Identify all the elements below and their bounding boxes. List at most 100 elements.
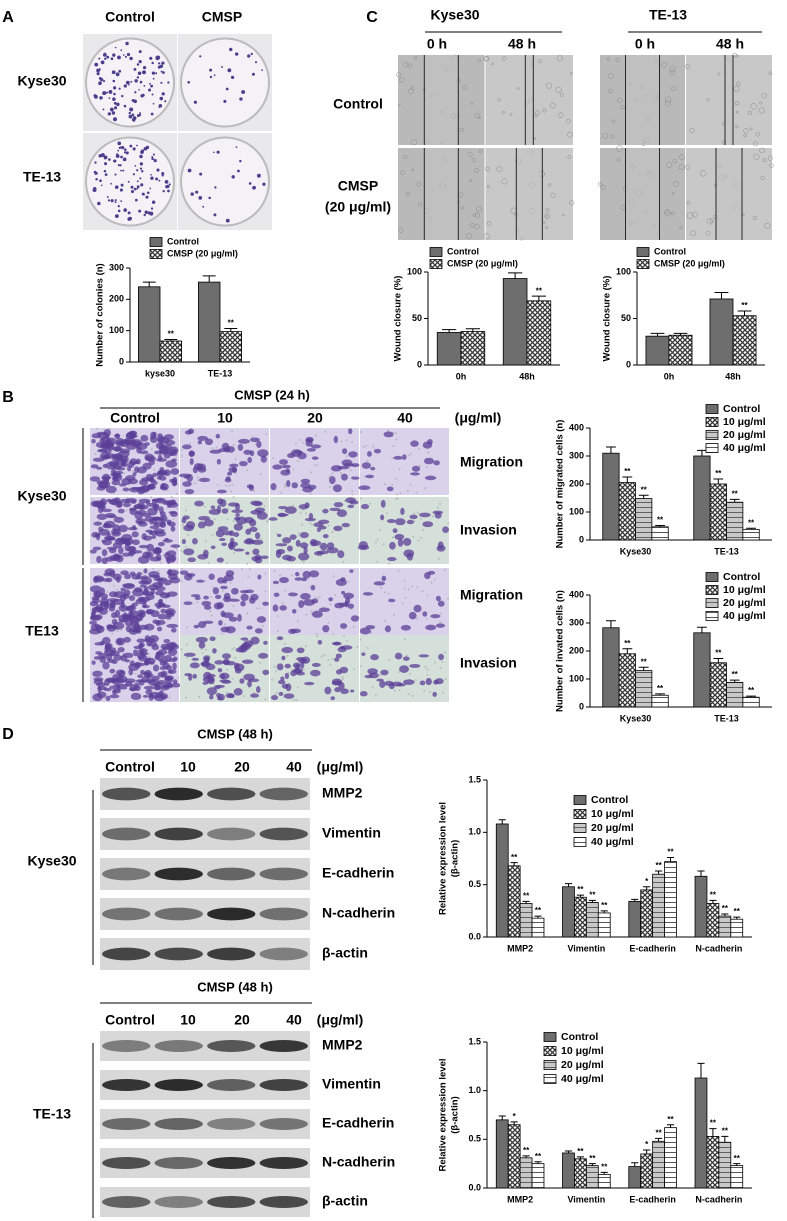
- pore: [314, 596, 317, 599]
- texture: [502, 110, 505, 114]
- texture: [752, 216, 757, 221]
- pore: [411, 585, 414, 588]
- cell: [252, 501, 263, 507]
- cell: [138, 505, 145, 511]
- cell: [245, 528, 252, 535]
- texture: [562, 213, 565, 217]
- dish: [180, 37, 270, 128]
- significance: *: [645, 1140, 649, 1149]
- colony: [100, 60, 105, 65]
- colony: [132, 147, 136, 151]
- pore: [296, 459, 299, 462]
- bar: [618, 653, 636, 708]
- colony: [209, 68, 213, 72]
- bar: [137, 286, 161, 363]
- panel-label: C: [366, 9, 378, 26]
- colony: [106, 195, 109, 198]
- colony: [141, 149, 145, 153]
- cell: [132, 539, 140, 546]
- cell: [179, 570, 189, 575]
- colony: [100, 153, 105, 157]
- colony: [160, 81, 163, 84]
- texture: [535, 110, 540, 115]
- cell: [150, 610, 160, 618]
- pore: [327, 476, 330, 479]
- error-bar: [650, 332, 665, 337]
- pore: [184, 545, 187, 548]
- cell: [347, 603, 355, 609]
- texture: [699, 170, 707, 177]
- cell: [357, 544, 370, 551]
- pore: [115, 589, 118, 592]
- cell: [161, 444, 173, 451]
- texture: [686, 212, 694, 219]
- colony: [100, 184, 103, 187]
- colony: [123, 84, 127, 88]
- colony: [119, 164, 122, 167]
- error-bar: [564, 1150, 573, 1153]
- pore: [292, 468, 295, 471]
- cell: [298, 504, 309, 510]
- bar: [652, 873, 665, 938]
- cell: [137, 674, 144, 678]
- error-bar: [441, 329, 457, 333]
- cell: [425, 624, 437, 631]
- cell: [168, 452, 178, 457]
- cell: [135, 679, 145, 683]
- significance: **: [741, 301, 748, 310]
- colony: [93, 94, 97, 98]
- bar: [197, 281, 221, 363]
- cell: [291, 609, 297, 614]
- significance: **: [601, 901, 608, 910]
- colony: [114, 46, 117, 49]
- legend-label: CMSP (20 μg/ml): [654, 258, 725, 268]
- significance: **: [536, 286, 543, 295]
- bar: [706, 903, 720, 938]
- cell: [298, 552, 310, 561]
- cell: [186, 473, 193, 482]
- texture: [418, 202, 423, 207]
- texture: [764, 222, 771, 229]
- cell: [115, 637, 126, 646]
- colony: [164, 180, 169, 184]
- pore: [391, 483, 394, 486]
- cell: [126, 615, 139, 621]
- colony: [92, 188, 97, 193]
- cell: [109, 694, 120, 699]
- pore: [125, 509, 128, 512]
- cell: [170, 526, 176, 532]
- colony: [250, 52, 253, 56]
- cell: [124, 573, 132, 580]
- colony: [167, 189, 170, 193]
- pore: [168, 696, 171, 699]
- significance: **: [667, 848, 674, 857]
- cell: [277, 680, 286, 685]
- cell: [139, 450, 149, 455]
- cell: [165, 500, 176, 506]
- cell: [286, 545, 293, 552]
- cell: [162, 645, 174, 651]
- cell: [187, 557, 196, 563]
- cell: [170, 468, 180, 475]
- cell: [309, 539, 318, 547]
- cell: [279, 605, 287, 611]
- legend-swatch: [705, 611, 719, 621]
- cell: [406, 552, 414, 561]
- cell: [368, 672, 379, 679]
- cell: [193, 624, 200, 629]
- cell: [271, 695, 279, 701]
- cell: [164, 439, 176, 446]
- pore: [302, 560, 305, 563]
- cell: [311, 610, 323, 618]
- colony: [130, 185, 134, 189]
- pore: [366, 459, 369, 462]
- pore: [175, 492, 178, 495]
- cell: [255, 554, 262, 561]
- pore: [331, 657, 334, 660]
- dish: [85, 37, 175, 128]
- cell: [184, 489, 195, 495]
- colony: [151, 93, 154, 96]
- error-bar: [576, 1156, 584, 1159]
- legend-swatch: [573, 809, 587, 819]
- cell: [380, 514, 385, 521]
